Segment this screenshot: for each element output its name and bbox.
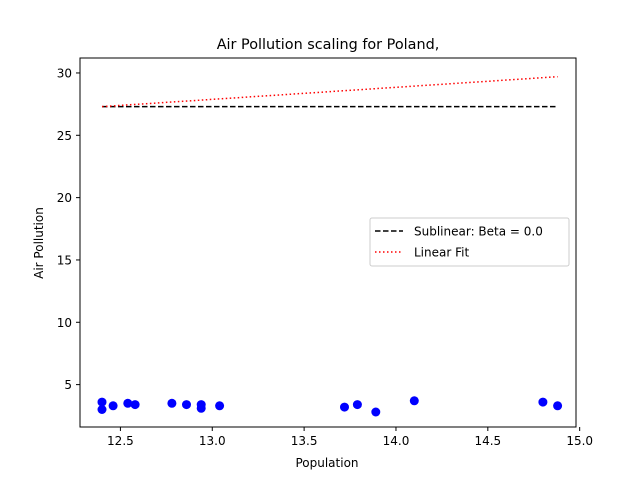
data-point [538, 397, 548, 407]
data-point [340, 402, 349, 412]
x-tick-label: 13.5 [291, 434, 318, 448]
y-tick-label: 15 [57, 253, 72, 267]
x-tick-label: 15.0 [566, 434, 593, 448]
data-point [196, 403, 206, 413]
legend-box [369, 217, 570, 267]
x-tick-label: 14.0 [383, 434, 410, 448]
y-tick-label: 30 [57, 66, 72, 80]
data-point [108, 401, 118, 411]
data-point [130, 400, 140, 410]
chart-title: Air Pollution scaling for Poland, [217, 37, 440, 53]
y-tick-label: 25 [57, 129, 72, 143]
legend: Sublinear: Beta = 0.0 Linear Fit [369, 217, 570, 267]
data-point [97, 397, 107, 407]
linear-fit-line [101, 75, 558, 108]
x-tick-label: 14.5 [474, 434, 501, 448]
x-tick-label: 12.5 [107, 434, 134, 448]
data-point [553, 401, 563, 411]
data-point [215, 401, 225, 411]
x-axis-label: Population [295, 456, 358, 470]
legend-sublinear-label: Sublinear: Beta = 0.0 [414, 225, 543, 239]
data-point [167, 398, 177, 408]
y-tick-label: 20 [57, 191, 72, 205]
x-tick-label: 13.0 [199, 434, 226, 448]
data-point [371, 407, 381, 417]
data-point [409, 396, 419, 406]
data-point [97, 405, 107, 414]
plot-area: 12.5 13.0 13.5 14.0 14.5 15.0 5 10 15 20 25 30 [57, 57, 593, 448]
data-point [123, 398, 133, 408]
data-point [352, 400, 362, 410]
y-tick-label: 10 [57, 316, 72, 330]
data-point [182, 400, 191, 410]
y-tick-label: 5 [64, 378, 72, 392]
y-axis-label: Air Pollution [32, 207, 46, 279]
axes-frame [79, 57, 577, 428]
legend-linear-fit-label: Linear Fit [414, 246, 469, 260]
